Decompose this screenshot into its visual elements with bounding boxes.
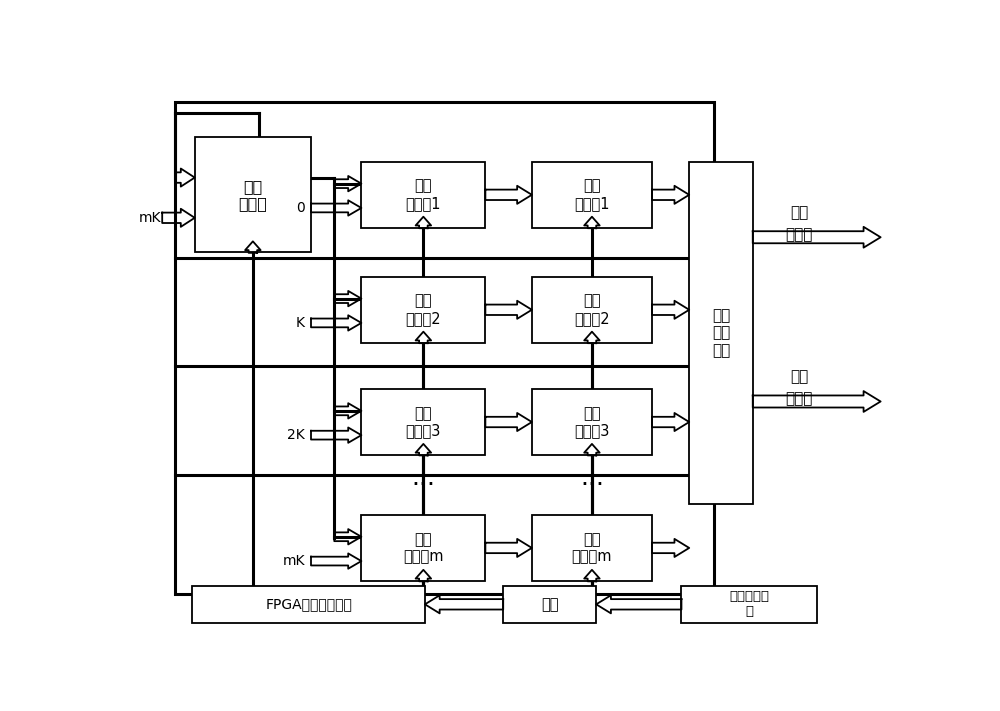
Text: ···: ···: [580, 473, 604, 497]
Text: 分频: 分频: [541, 597, 558, 612]
Bar: [361, 389, 485, 455]
Text: 0: 0: [296, 201, 305, 215]
Text: 相位
加法器2: 相位 加法器2: [406, 294, 441, 326]
Text: 波形
查找袅3: 波形 查找袅3: [574, 406, 610, 438]
Bar: [192, 586, 425, 623]
Bar: [681, 586, 817, 623]
Bar: [503, 586, 596, 623]
Text: 波形
查找袅2: 波形 查找袅2: [574, 294, 610, 326]
Bar: [532, 162, 652, 228]
Text: 相位
加法器m: 相位 加法器m: [403, 532, 444, 564]
Bar: [689, 162, 753, 504]
Text: 相位
加法器3: 相位 加法器3: [406, 406, 441, 438]
Bar: [361, 162, 485, 228]
Bar: [532, 515, 652, 581]
Text: 相位
加法器1: 相位 加法器1: [406, 178, 441, 211]
Text: 采样点: 采样点: [786, 227, 813, 242]
Text: mK: mK: [282, 554, 305, 568]
Text: 奇数: 奇数: [790, 369, 808, 385]
Text: 并串
转换
模块: 并串 转换 模块: [712, 308, 730, 358]
Bar: [361, 515, 485, 581]
Bar: [195, 137, 311, 252]
Text: K: K: [296, 316, 305, 330]
Text: 波形
查找袅1: 波形 查找袅1: [574, 178, 610, 211]
Bar: [532, 389, 652, 455]
Text: 采样点: 采样点: [786, 391, 813, 406]
Text: mK: mK: [139, 210, 161, 225]
Text: ···: ···: [411, 473, 435, 497]
Bar: [175, 102, 714, 594]
Text: 波形
查找袅m: 波形 查找袅m: [572, 532, 612, 564]
Bar: [532, 277, 652, 343]
Text: 采样时钟发
生: 采样时钟发 生: [729, 590, 769, 619]
Bar: [361, 277, 485, 343]
Text: 2K: 2K: [287, 428, 305, 442]
Text: FPGA时钟管理单元: FPGA时钟管理单元: [265, 597, 352, 611]
Text: 相位
累加器: 相位 累加器: [238, 178, 267, 211]
Text: 偶数: 偶数: [790, 205, 808, 220]
